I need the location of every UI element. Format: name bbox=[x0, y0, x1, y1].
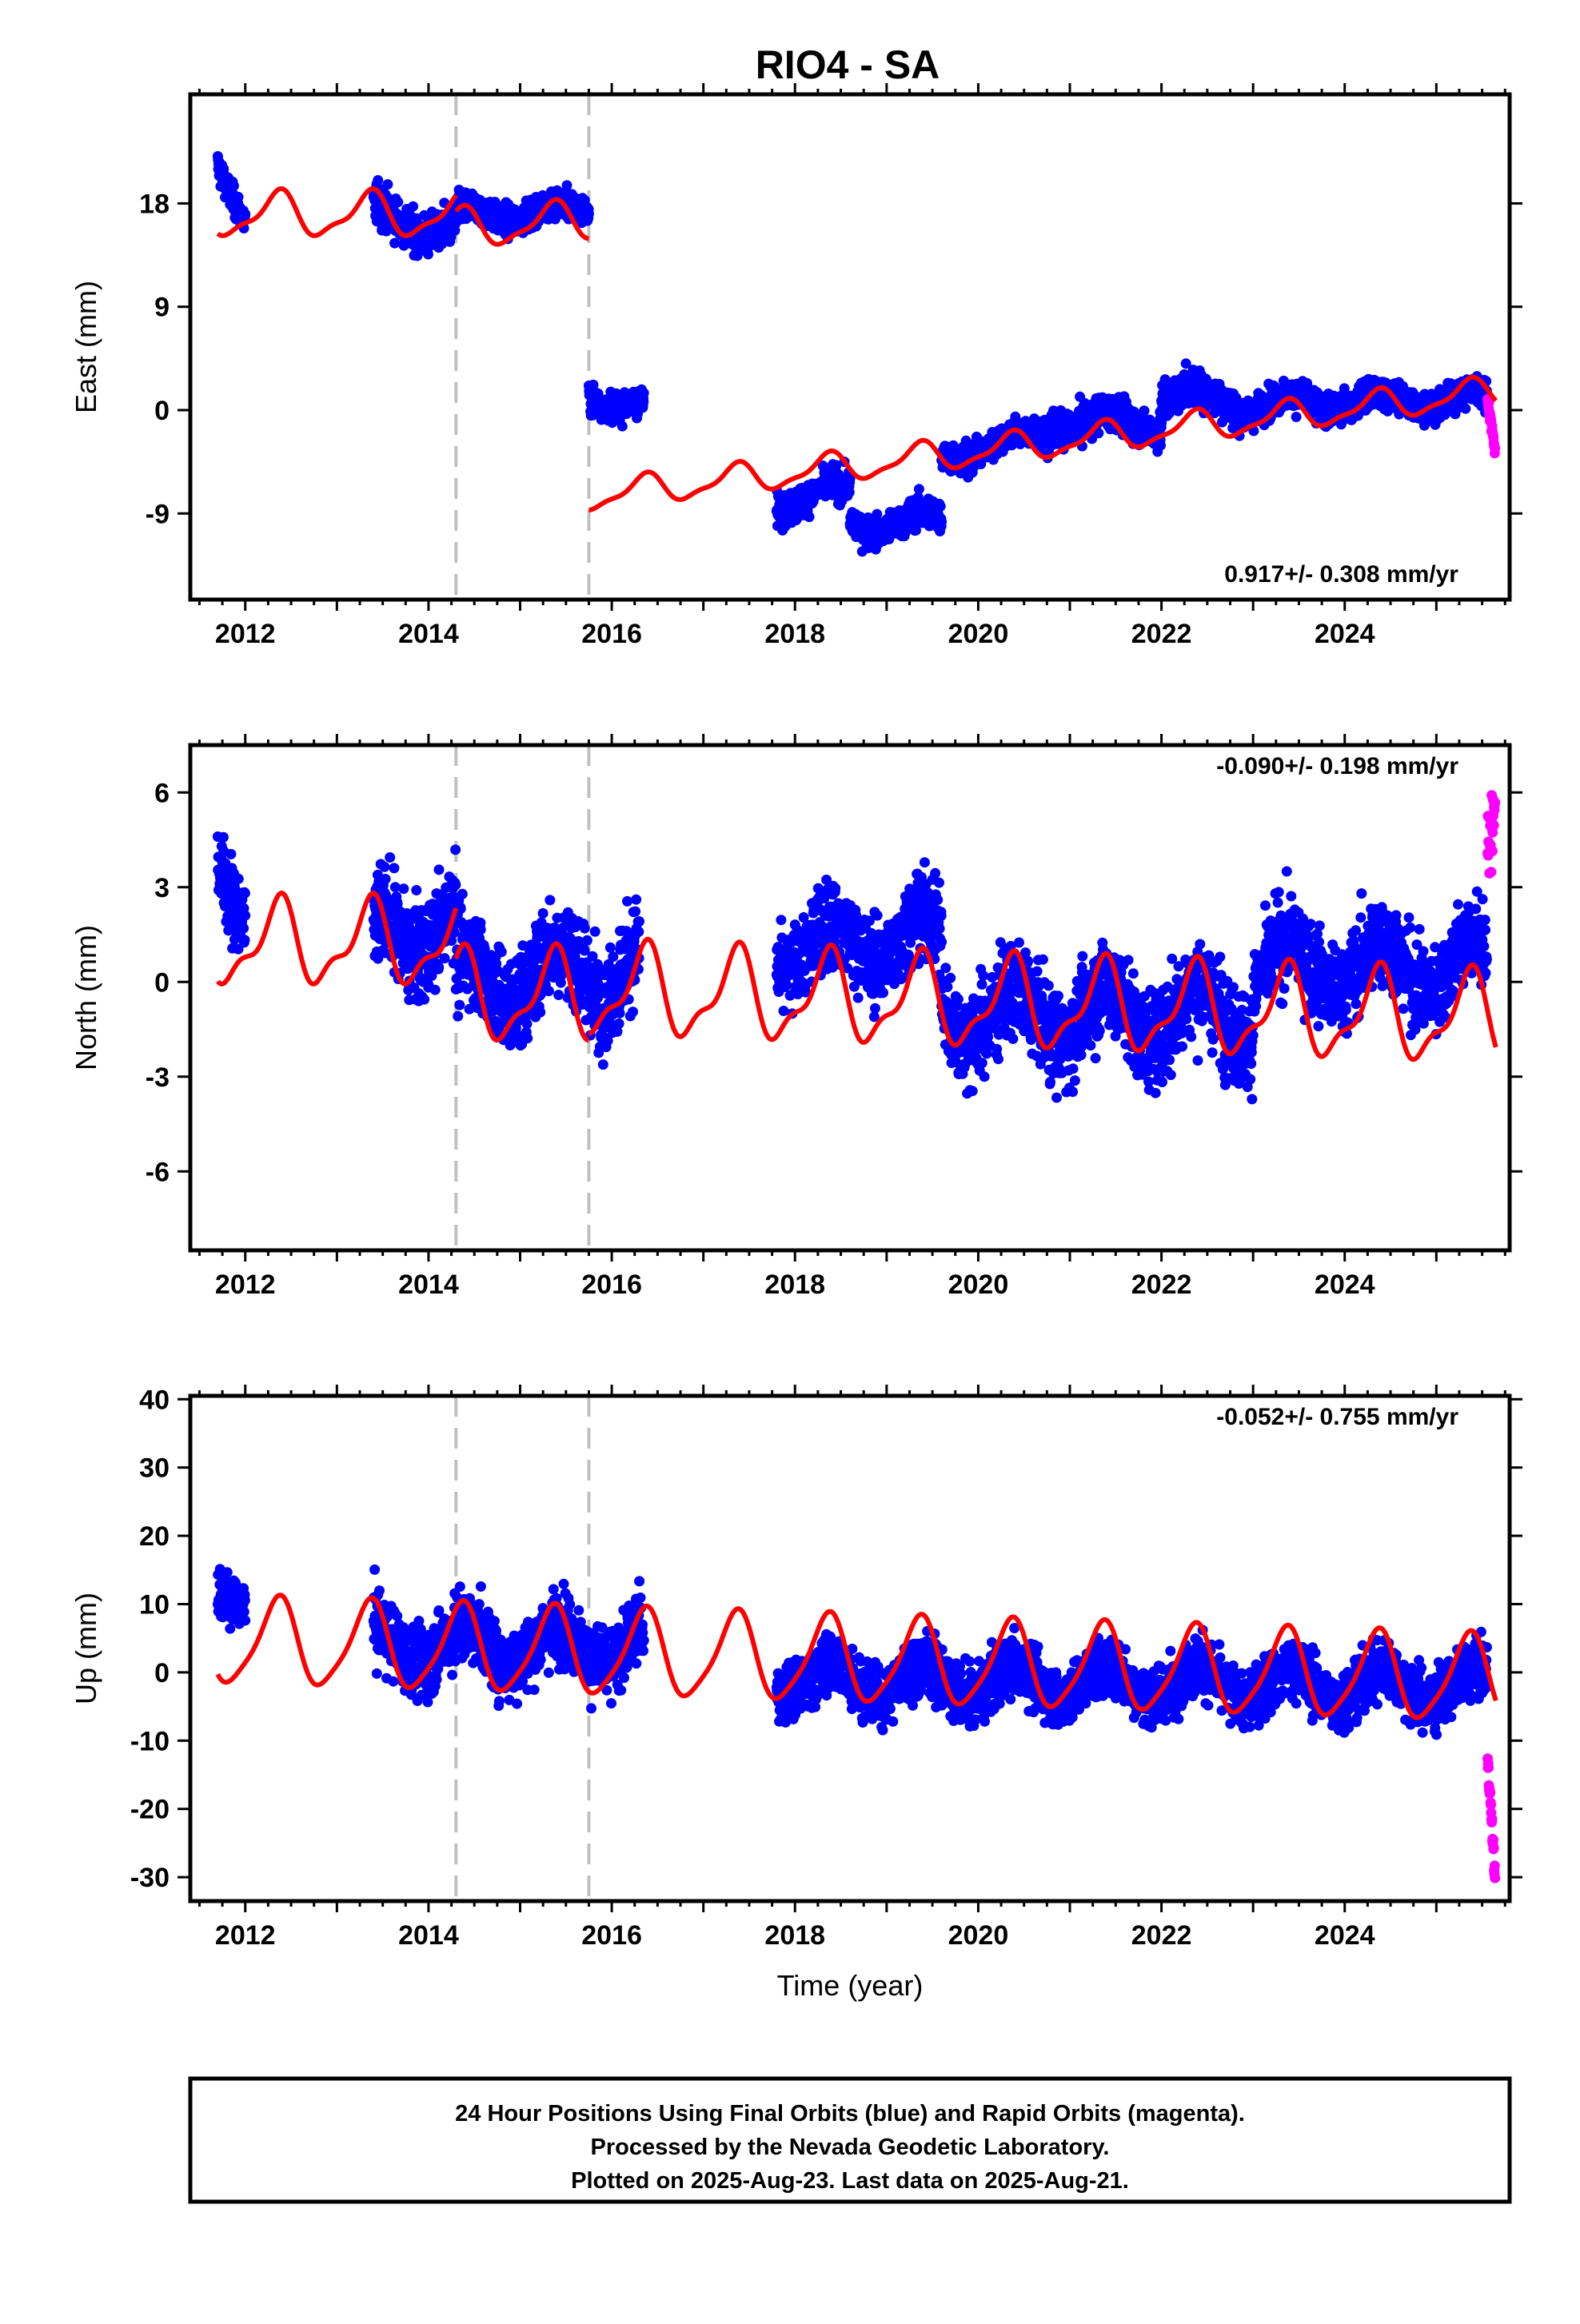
east-point bbox=[1139, 405, 1150, 416]
east-point bbox=[382, 179, 393, 189]
east-point bbox=[1291, 412, 1302, 422]
north-point bbox=[628, 1007, 638, 1017]
east-point bbox=[373, 175, 383, 185]
north-point bbox=[233, 874, 244, 884]
north-point bbox=[430, 985, 441, 995]
x-tick-label: 2012 bbox=[215, 619, 276, 649]
north-point bbox=[776, 915, 786, 925]
east-plot-area bbox=[213, 151, 1500, 556]
east-point bbox=[393, 197, 403, 207]
north-point bbox=[450, 844, 461, 855]
y-tick-label: 18 bbox=[139, 189, 170, 219]
north-point bbox=[614, 1018, 624, 1029]
north-point bbox=[433, 963, 444, 973]
north-point bbox=[434, 864, 445, 875]
x-tick-label: 2024 bbox=[1315, 619, 1375, 649]
north-point bbox=[454, 1000, 465, 1011]
north-point bbox=[411, 885, 421, 895]
north-point bbox=[381, 874, 391, 884]
north-point bbox=[615, 1008, 625, 1018]
east-point bbox=[617, 421, 628, 432]
north-point bbox=[497, 947, 507, 957]
east-point bbox=[1460, 404, 1470, 414]
north-point bbox=[582, 935, 592, 946]
north-point bbox=[476, 924, 486, 935]
east-point bbox=[1490, 443, 1500, 453]
panel-east: 2012 2014 2016 2018 2020 2022 2024 -9 0 9 18 East (… bbox=[70, 83, 1522, 649]
north-point bbox=[240, 888, 250, 899]
east-point bbox=[936, 516, 947, 527]
east-point bbox=[1155, 440, 1166, 451]
north-point bbox=[385, 852, 395, 863]
north-plot-area bbox=[213, 790, 1500, 1104]
east-y-axis-label: East (mm) bbox=[70, 281, 102, 413]
y-tick-label: -9 bbox=[146, 499, 170, 529]
east-point bbox=[844, 487, 855, 497]
north-point bbox=[631, 895, 641, 905]
east-point bbox=[233, 192, 244, 202]
north-point bbox=[450, 879, 461, 890]
north-point bbox=[440, 953, 450, 963]
east-point bbox=[240, 209, 250, 219]
north-point bbox=[630, 907, 640, 917]
x-tick-label: 2020 bbox=[948, 619, 1009, 649]
north-point bbox=[553, 990, 564, 1000]
north-point bbox=[633, 927, 644, 937]
north-point bbox=[544, 986, 554, 996]
north-point bbox=[545, 895, 555, 905]
x-tick-label: 2022 bbox=[1131, 619, 1192, 649]
east-point bbox=[936, 501, 946, 512]
north-point bbox=[522, 1018, 533, 1029]
north-point bbox=[522, 1033, 533, 1043]
x-tick-label: 2014 bbox=[398, 619, 459, 649]
north-point bbox=[538, 908, 549, 919]
east-rate-label: 0.917+/- 0.308 mm/yr bbox=[1224, 561, 1458, 588]
north-series-0 bbox=[213, 831, 1492, 1104]
east-point bbox=[229, 181, 239, 191]
north-point bbox=[590, 927, 600, 937]
y-tick-label: 9 bbox=[154, 293, 170, 323]
panels: 2012 2014 2016 2018 2020 2022 2024 -9 0 9 18 East (… bbox=[70, 83, 1522, 2002]
north-point bbox=[240, 935, 250, 945]
north-point bbox=[240, 911, 250, 921]
north-point bbox=[580, 923, 590, 934]
north-point bbox=[535, 1007, 545, 1018]
north-point bbox=[398, 883, 409, 894]
east-point bbox=[639, 388, 649, 398]
east-point bbox=[408, 201, 418, 212]
north-point bbox=[622, 896, 632, 907]
north-point bbox=[598, 1059, 608, 1070]
north-point bbox=[605, 943, 616, 953]
north-point bbox=[238, 923, 249, 934]
north-point bbox=[218, 832, 229, 843]
east-point bbox=[914, 484, 924, 494]
north-point bbox=[389, 863, 399, 873]
north-point bbox=[634, 916, 644, 927]
north-point bbox=[225, 849, 236, 859]
chart-title: RIO4 - SA bbox=[756, 42, 940, 87]
east-point bbox=[562, 180, 573, 190]
east-series-0 bbox=[213, 151, 1492, 556]
north-point bbox=[457, 889, 468, 899]
x-tick-label: 2016 bbox=[581, 619, 642, 649]
x-tick-label: 2018 bbox=[764, 619, 825, 649]
east-point bbox=[804, 512, 815, 522]
north-point bbox=[453, 1011, 463, 1022]
east-point bbox=[900, 527, 911, 537]
east-series-1 bbox=[1482, 394, 1500, 459]
east-point bbox=[584, 209, 594, 219]
north-point bbox=[419, 995, 429, 1005]
north-point bbox=[379, 862, 389, 872]
y-tick-label: 0 bbox=[154, 396, 170, 426]
